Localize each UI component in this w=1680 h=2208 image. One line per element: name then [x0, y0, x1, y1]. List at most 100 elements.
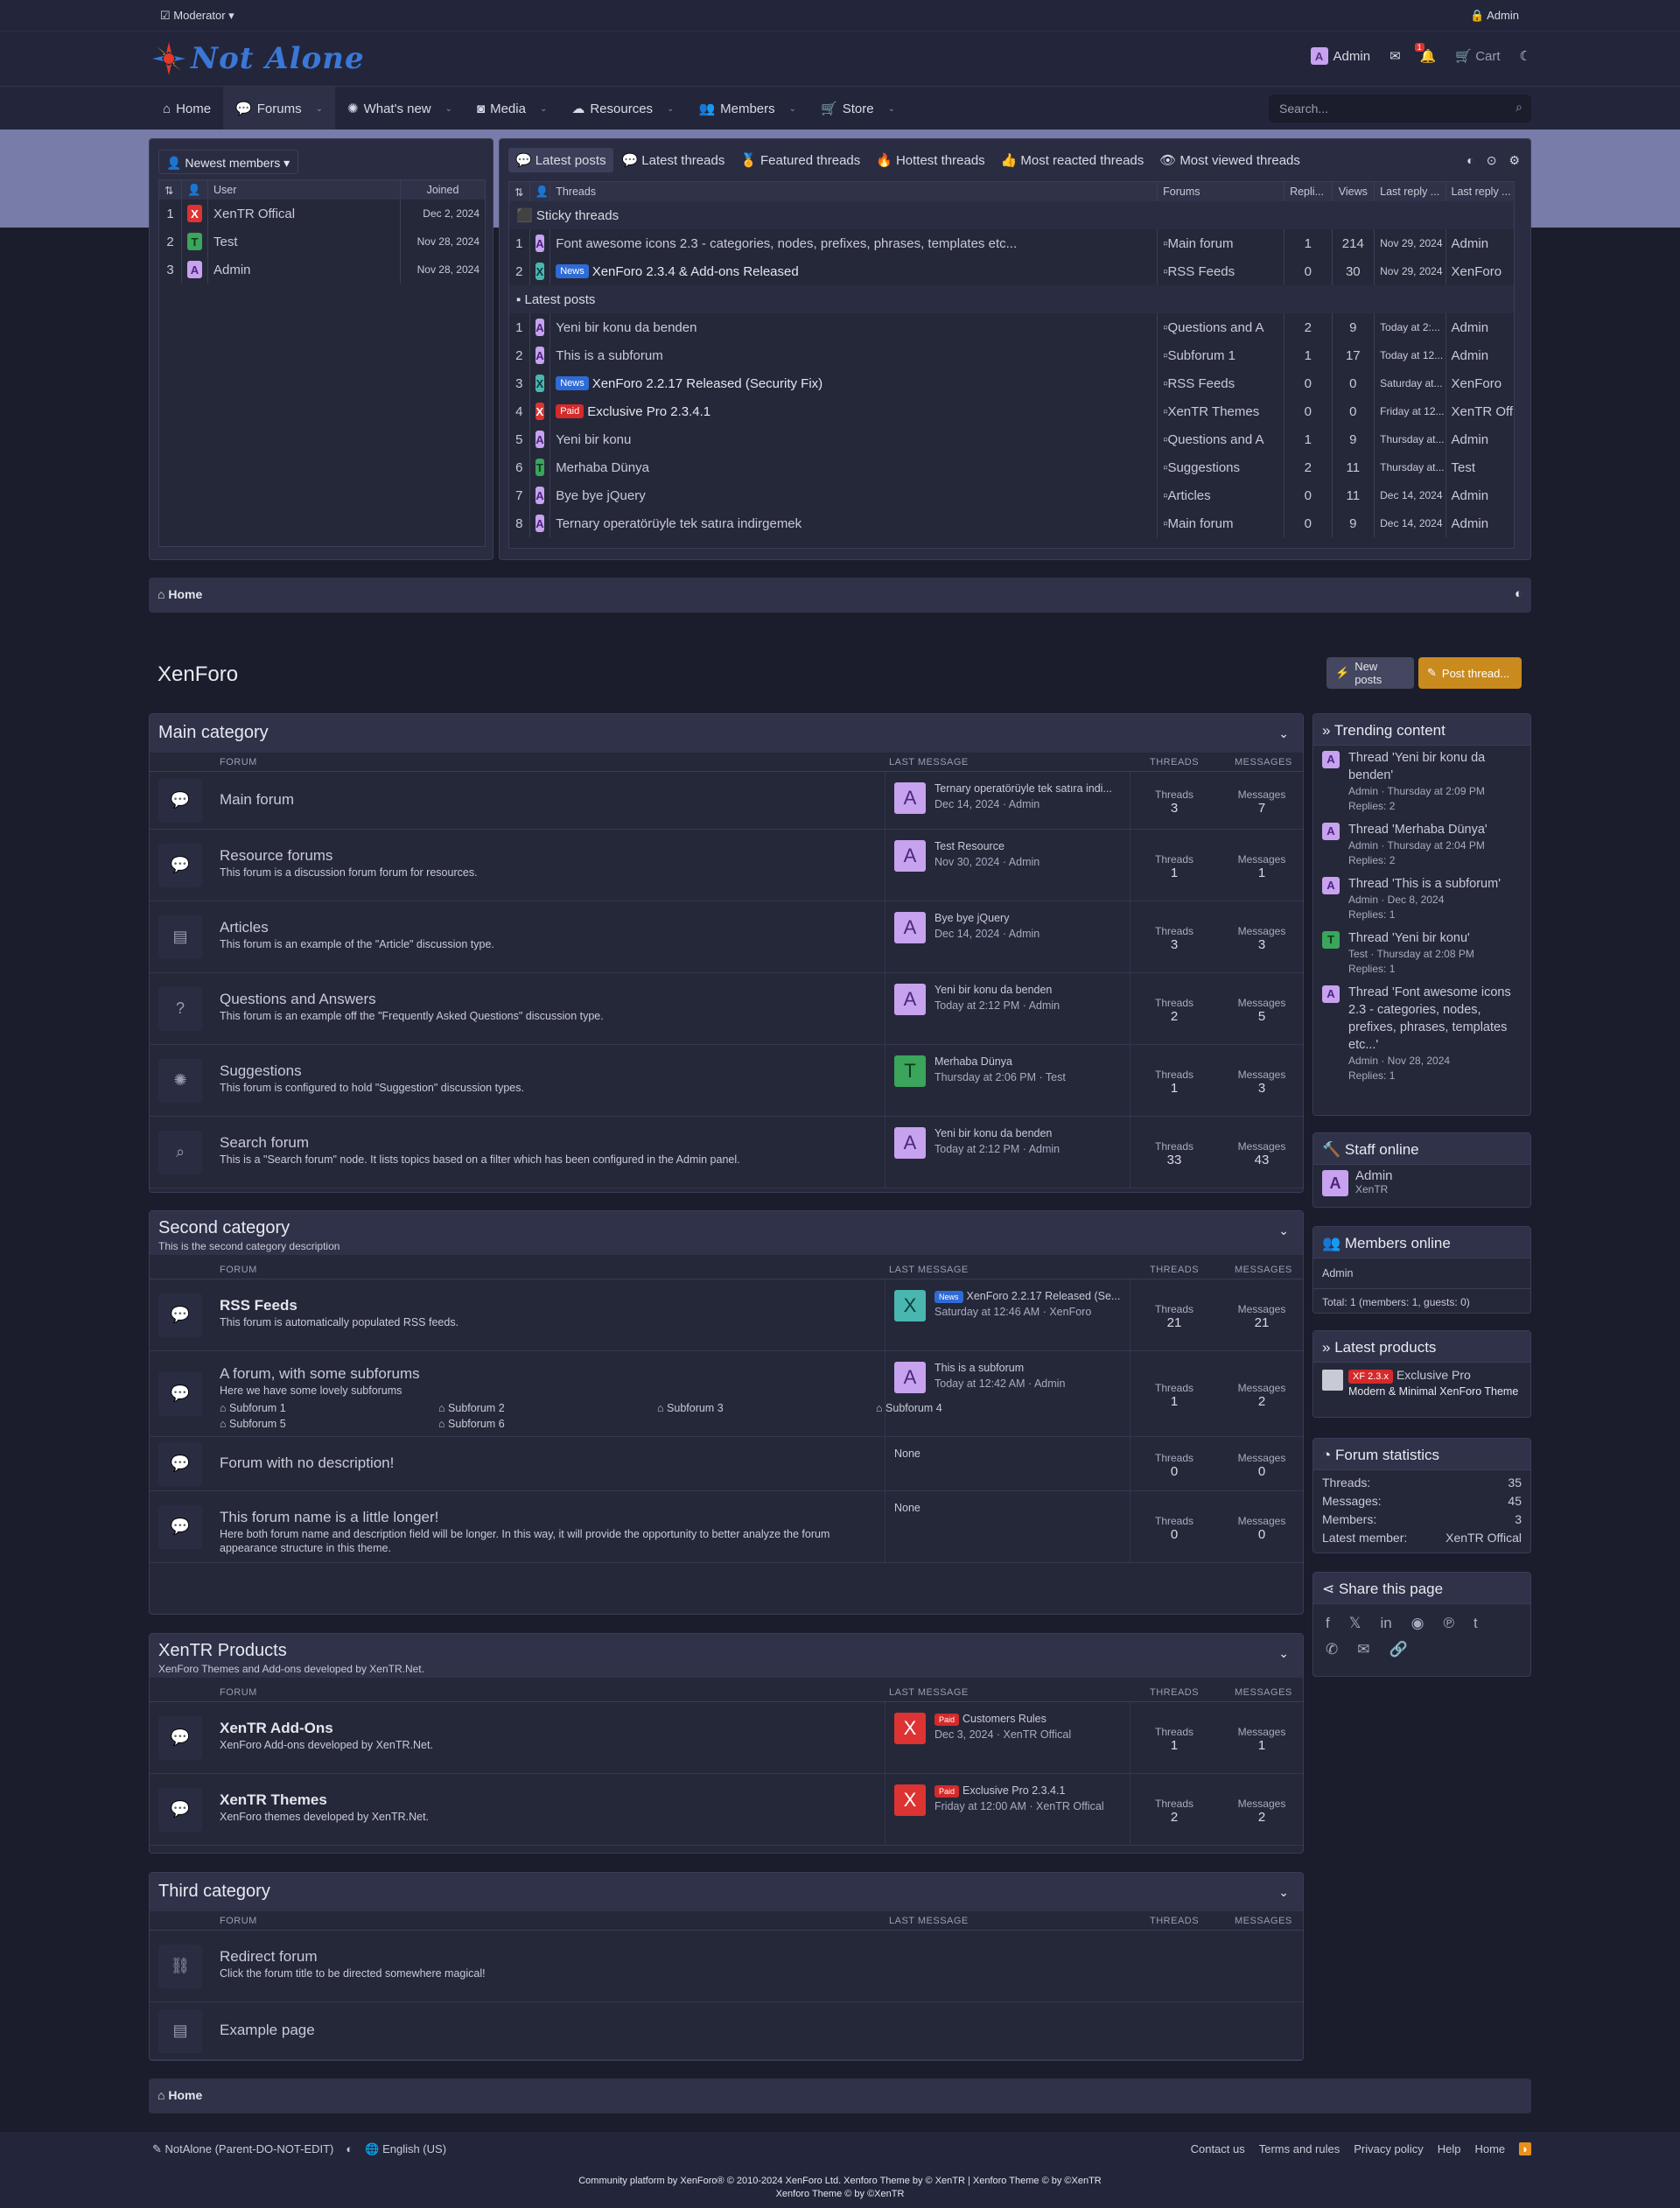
nav-resources[interactable]: ☁ Resources ⌄ [559, 87, 686, 130]
thread-title-cell[interactable]: Merhaba Dünya [550, 453, 1158, 481]
forum-title[interactable]: Suggestions [220, 1062, 302, 1079]
stat-value[interactable]: XenTR Offical [1446, 1531, 1522, 1545]
trending-title[interactable]: Thread 'Merhaba Dünya' [1348, 823, 1488, 837]
user-menu[interactable]: A Admin [1310, 47, 1370, 65]
whatsapp-icon[interactable]: ✆ [1326, 1641, 1339, 1658]
toggle-icon[interactable]: ◐ [1514, 586, 1522, 601]
subforum-link[interactable]: ⌂ Subforum 4 [876, 1402, 1095, 1414]
last-message-title[interactable]: Yeni bir konu da benden [934, 1127, 1123, 1139]
avatar[interactable]: T [1322, 931, 1340, 949]
forum-title[interactable]: Forum with no description! [220, 1454, 395, 1471]
thread-title[interactable]: Yeni bir konu da benden [556, 319, 697, 335]
table-row[interactable]: 1 X XenTR Offical Dec 2, 2024 [159, 200, 485, 228]
forum-row[interactable]: ▤ Articles This forum is an example of the… [150, 901, 1303, 973]
thread-title-cell[interactable]: Ternary operatörüyle tek satıra indirgem… [550, 509, 1158, 537]
col-replies[interactable]: Repli... [1284, 182, 1333, 201]
thread-title-cell[interactable]: Yeni bir konu [550, 425, 1158, 453]
avatar[interactable]: A [535, 487, 545, 504]
forum-cell[interactable]: ▫ Questions and A [1158, 425, 1285, 453]
last-message[interactable]: T Merhaba Dünya Thursday at 2:06 PM · Test [885, 1045, 1130, 1116]
thread-title[interactable]: This is a subforum [556, 347, 663, 363]
forum-cell[interactable]: ▫ RSS Feeds [1158, 257, 1285, 285]
avatar[interactable]: X [535, 375, 545, 392]
subforum-link[interactable]: ⌂ Subforum 5 [220, 1418, 438, 1430]
last-message-title[interactable]: Merhaba Dünya [934, 1055, 1123, 1068]
col-forums[interactable]: Forums [1158, 182, 1285, 201]
forum-cell[interactable]: ▫ Suggestions [1158, 453, 1285, 481]
tab-hottest-threads[interactable]: 🔥 Hottest threads [876, 152, 985, 169]
chevron-down-icon[interactable]: ⌄ [1278, 1223, 1289, 1237]
table-row[interactable]: 6 T Merhaba Dünya ▫ Suggestions 2 11 Thursday … [509, 453, 1514, 481]
forum-cell[interactable]: ▫ Articles [1158, 481, 1285, 509]
table-row[interactable]: 4 X Paid Exclusive Pro 2.3.4.1 ▫ XenTR Theme… [509, 397, 1514, 425]
col-last-reply-date[interactable]: Last reply ... [1375, 182, 1446, 201]
last-message[interactable]: None [885, 1437, 1130, 1490]
last-reply-user[interactable]: XenForo [1451, 263, 1502, 279]
table-row[interactable]: 1 A Font awesome icons 2.3 - categories, n… [509, 229, 1514, 257]
nav-home[interactable]: ⌂ Home [150, 87, 223, 130]
table-row[interactable]: 2 X News XenForo 2.3.4 & Add-ons Released ▫ … [509, 257, 1514, 285]
forum-title[interactable]: Main forum [220, 791, 295, 808]
trending-item[interactable]: A Thread 'Merhaba Dünya' Admin · Thursday … [1313, 817, 1530, 872]
forum-title[interactable]: RSS Feeds [220, 1297, 298, 1314]
avatar[interactable]: T [894, 1055, 926, 1087]
avatar[interactable]: A [1322, 751, 1340, 768]
avatar[interactable]: A [894, 912, 926, 943]
last-reply-user[interactable]: XenTR Off [1451, 403, 1514, 419]
table-row[interactable]: 8 A Ternary operatörüyle tek satıra indirg… [509, 509, 1514, 537]
thread-title[interactable]: Ternary operatörüyle tek satıra indirgem… [556, 515, 802, 531]
chevron-down-icon[interactable]: ⌄ [1278, 1646, 1289, 1660]
last-message[interactable]: A Yeni bir konu da benden Today at 2:12 PM… [885, 1117, 1130, 1188]
table-row[interactable]: 7 A Bye bye jQuery ▫ Articles 0 11 Dec 14, 202… [509, 481, 1514, 509]
last-message-title[interactable]: Bye bye jQuery [934, 912, 1123, 924]
subforum-link[interactable]: ⌂ Subforum 2 [438, 1402, 657, 1414]
last-reply-user[interactable]: Admin [1451, 235, 1489, 251]
subforum-link[interactable]: ⌂ Subforum 1 [220, 1402, 438, 1414]
linkedin-icon[interactable]: in [1380, 1615, 1392, 1631]
last-message-title[interactable]: This is a subforum [934, 1362, 1123, 1374]
avatar[interactable]: X [535, 403, 545, 420]
table-row[interactable]: 5 A Yeni bir konu ▫ Questions and A 1 9 Thursd… [509, 425, 1514, 453]
last-message-title[interactable]: Ternary operatörüyle tek satıra indi... [934, 782, 1123, 795]
chevron-down-icon[interactable]: ⌄ [1278, 726, 1289, 740]
avatar[interactable]: A [1322, 985, 1340, 1003]
avatar[interactable]: A [894, 1362, 926, 1393]
trending-item[interactable]: A Thread 'Yeni bir konu da benden' Admin ·… [1313, 746, 1530, 817]
gear-icon[interactable]: ⚙ [1508, 153, 1520, 167]
last-message[interactable]: X Paid Exclusive Pro 2.3.4.1 Friday at 12:0… [885, 1774, 1130, 1845]
staff-name[interactable]: Admin [1355, 1168, 1393, 1183]
avatar[interactable]: A [894, 782, 926, 814]
last-message[interactable]: None [885, 1491, 1130, 1562]
tab-latest-posts[interactable]: 💬 Latest posts [508, 148, 613, 172]
thread-title-cell[interactable]: Yeni bir konu da benden [550, 313, 1158, 341]
thread-title-cell[interactable]: This is a subforum [550, 341, 1158, 369]
avatar[interactable]: A [1322, 1170, 1348, 1196]
chevron-down-icon[interactable]: ⌄ [1278, 1885, 1289, 1899]
facebook-icon[interactable]: f [1326, 1615, 1330, 1631]
forum-cell[interactable]: ▫ XenTR Themes [1158, 397, 1285, 425]
theme-toggle-icon[interactable]: ☾ [1519, 49, 1531, 64]
forum-cell[interactable]: ▫ Subforum 1 [1158, 341, 1285, 369]
cart-button[interactable]: 🛒 Cart [1455, 49, 1501, 64]
trending-title[interactable]: Thread 'Yeni bir konu' [1348, 931, 1470, 945]
last-message-title[interactable]: Paid Customers Rules [934, 1713, 1123, 1726]
forum-row[interactable]: ? Questions and Answers This forum is an e… [150, 973, 1303, 1045]
reddit-icon[interactable]: ◉ [1410, 1615, 1424, 1631]
forum-row[interactable]: 💬 XenTR Add-Ons XenForo Add-ons developed … [150, 1702, 1303, 1774]
search-input[interactable]: Search... ⌕ [1269, 95, 1531, 123]
forum-row[interactable]: 💬 Main forum A Ternary operatörüyle tek sat… [150, 772, 1303, 830]
last-reply-user[interactable]: Admin [1451, 515, 1489, 531]
avatar[interactable]: T [535, 459, 545, 476]
tumblr-icon[interactable]: t [1474, 1615, 1478, 1631]
logo[interactable]: Not Alone [150, 37, 365, 81]
forum-row[interactable]: ▤ Example page [150, 2002, 1303, 2060]
admin-link[interactable]: 🔒 Admin [1470, 9, 1519, 22]
member-name[interactable]: Admin [208, 256, 401, 284]
footer-link-privacy[interactable]: Privacy policy [1354, 2142, 1424, 2155]
chevron-down-icon[interactable]: ⌄ [667, 103, 675, 114]
tab-featured-threads[interactable]: 🏅 Featured threads [740, 152, 861, 169]
avatar[interactable]: A [535, 319, 545, 336]
forum-row[interactable]: ✺ Suggestions This forum is configured to … [150, 1045, 1303, 1117]
search-icon[interactable]: ⌕ [1516, 100, 1522, 114]
chevron-down-icon[interactable]: ⌄ [444, 103, 453, 114]
